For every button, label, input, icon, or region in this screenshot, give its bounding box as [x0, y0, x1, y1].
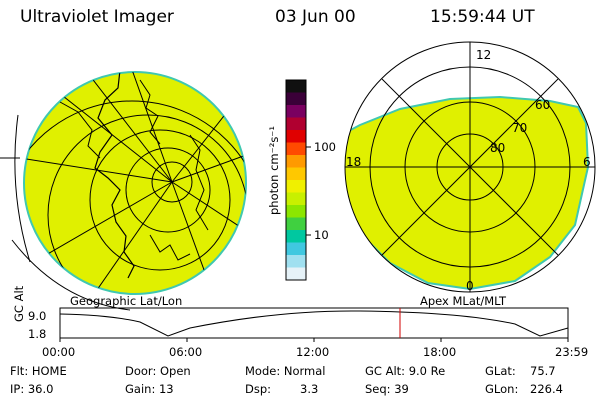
color-bar-band	[286, 230, 306, 243]
time-tick-0000: 00:00	[42, 345, 76, 359]
ip-readout: IP: 36.0	[10, 382, 54, 396]
color-bar-band	[286, 80, 306, 93]
app-title: Ultraviolet Imager	[20, 7, 174, 27]
gc-altitude-readout: GC Alt: 9.0 Re	[365, 364, 446, 378]
mlt-label-bottom: 0	[466, 279, 474, 293]
time-tick-0600: 06:00	[169, 345, 203, 359]
altitude-curve	[59, 310, 569, 337]
color-bar-band	[286, 242, 306, 256]
geographic-map-disc	[23, 71, 247, 295]
glon-label: GLon:	[485, 382, 519, 396]
color-bar-frame	[285, 79, 307, 281]
time-readout: 15:59:44 UT	[430, 7, 535, 27]
color-bar-gradient	[286, 80, 306, 281]
time-tick-1800: 18:00	[423, 345, 457, 359]
color-bar-band	[286, 155, 306, 168]
glon-value: 226.4	[530, 382, 563, 396]
color-bar-tick-label-10: 10	[314, 228, 329, 242]
apex-mlat-mlt-map: 12 0 18 6 60 70 80	[344, 41, 596, 293]
glat-label: GLat:	[485, 364, 516, 378]
color-bar-band	[286, 267, 306, 281]
dsp-value: 3.3	[300, 382, 319, 396]
time-tick-2359: 23:59	[555, 345, 589, 359]
mlat-label-80: 80	[490, 141, 505, 155]
gain-readout: Gain: 13	[125, 382, 174, 396]
glat-value: 75.7	[530, 364, 556, 378]
color-bar-band	[286, 92, 306, 106]
altitude-ytick-high: 9.0	[28, 309, 47, 323]
dsp-label: Dsp:	[245, 382, 272, 396]
color-bar-band	[286, 167, 306, 181]
mlt-label-left: 18	[346, 155, 361, 169]
mlat-label-70: 70	[512, 121, 527, 135]
color-bar-band	[286, 205, 306, 218]
color-bar-tick-label-100: 100	[314, 140, 336, 154]
color-bar-band	[286, 130, 306, 143]
auroral-image-fill	[345, 95, 590, 291]
color-bar-band	[286, 255, 306, 268]
mlt-label-top: 12	[476, 48, 491, 62]
color-bar-band	[286, 180, 306, 193]
color-bar-unit-label: photon cm⁻²s⁻¹	[267, 126, 281, 215]
geographic-map	[0, 71, 247, 311]
color-bar-band	[286, 105, 306, 118]
flight-readout: Flt: HOME	[10, 364, 67, 378]
altitude-ytick-low: 1.8	[28, 327, 47, 341]
apex-map-label: Apex MLat/MLT	[420, 294, 507, 308]
altitude-timeline-plot	[59, 307, 569, 342]
color-bar-band	[286, 117, 306, 131]
mlat-label-60: 60	[535, 98, 550, 112]
mlt-label-right: 6	[583, 155, 591, 169]
time-tick-1200: 12:00	[296, 345, 330, 359]
date-readout: 03 Jun 00	[275, 7, 356, 27]
color-bar	[285, 79, 311, 281]
color-bar-band	[286, 142, 306, 156]
altitude-ylabel: GC Alt	[12, 285, 26, 322]
plot-frame	[59, 307, 569, 339]
geographic-map-label: Geographic Lat/Lon	[70, 294, 183, 308]
door-readout: Door: Open	[125, 364, 191, 378]
color-bar-band	[286, 217, 306, 231]
mode-readout: Mode: Normal	[245, 364, 326, 378]
color-bar-band	[286, 192, 306, 206]
sequence-readout: Seq: 39	[365, 382, 409, 396]
